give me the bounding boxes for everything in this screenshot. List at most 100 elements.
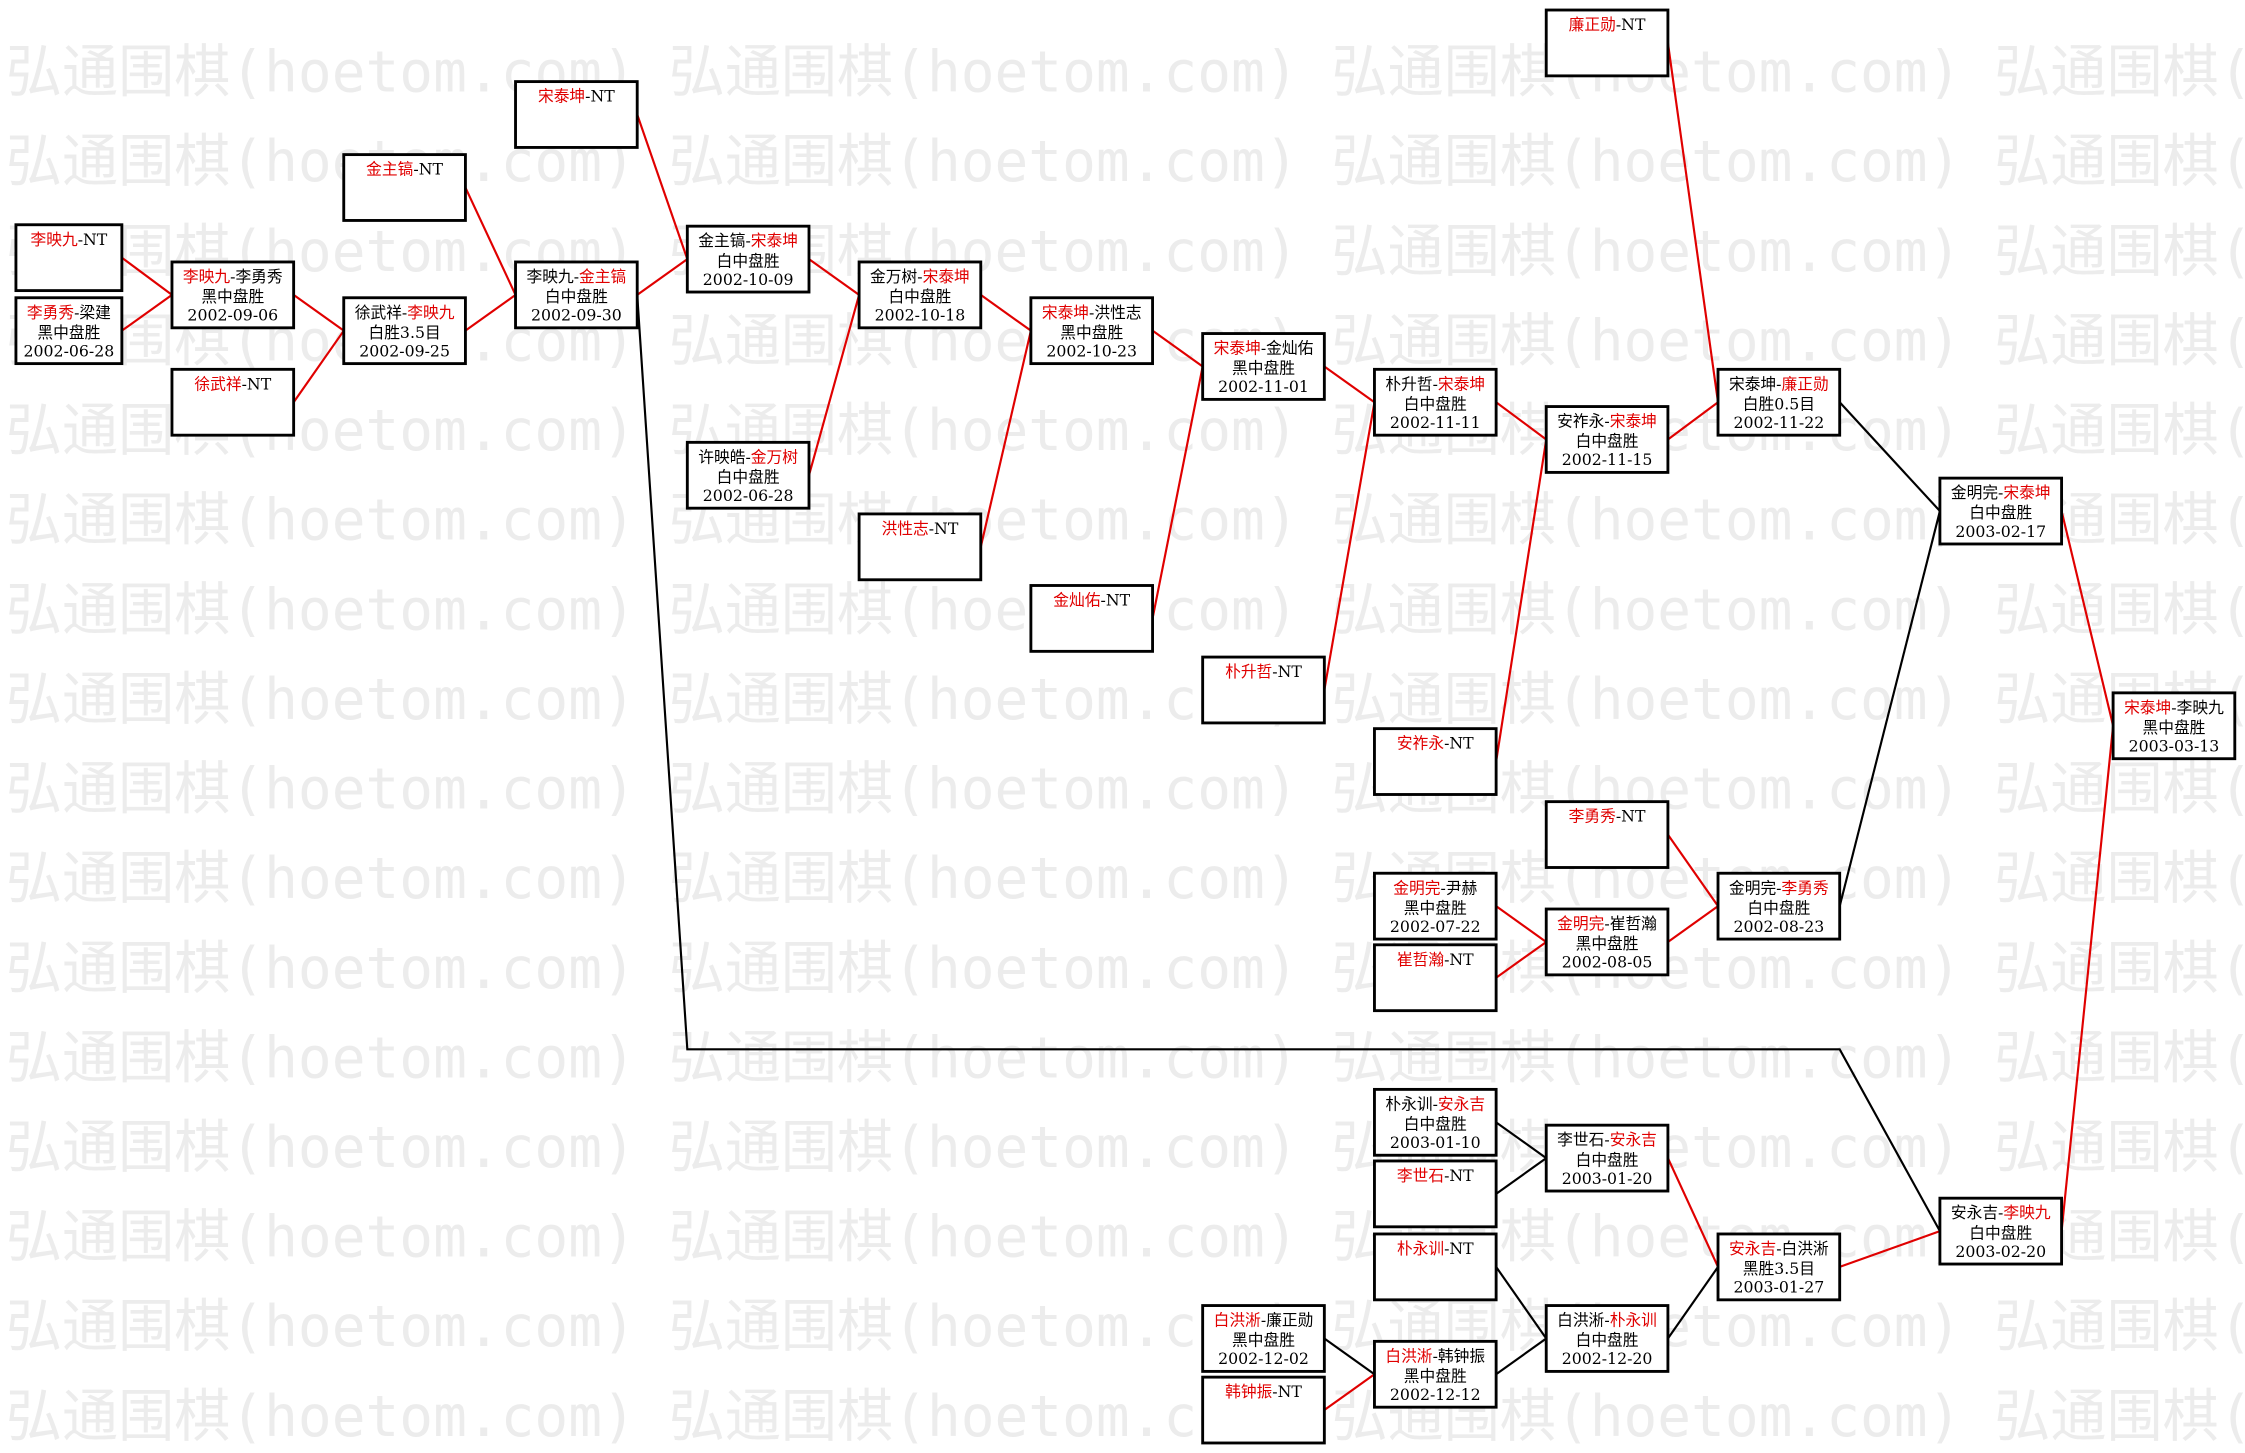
match-title: 李映九-金主镐: [526, 267, 626, 286]
match-result: 白中盘胜: [1747, 898, 1810, 917]
player-name: 李勇秀: [1782, 878, 1829, 897]
match-result: 白中盘胜: [717, 467, 780, 486]
player-name: 金灿佑: [1053, 591, 1100, 610]
connector: [1838, 510, 1941, 907]
watermark: 弘通围棋(hoetom.com): [1994, 845, 2245, 912]
match-box: [857, 260, 983, 330]
player-name: 宋泰坤: [1610, 412, 1657, 431]
match-result: 白中盘胜: [1576, 1331, 1639, 1350]
player-name: 徐武祥: [194, 374, 241, 393]
watermark: 弘通围棋(hoetom.com): [669, 666, 1299, 733]
match-box: [1029, 584, 1154, 653]
player-name: 李映九-: [526, 267, 579, 286]
player-name: -NT: [929, 519, 959, 538]
watermark: 弘通围棋(hoetom.com): [669, 1114, 1299, 1181]
match-box: [1373, 1159, 1498, 1229]
player-name: 金主镐: [579, 267, 626, 286]
match-title: 金明完-李勇秀: [1729, 878, 1829, 897]
player-name: 白洪淅: [1214, 1311, 1261, 1330]
match-box: [1201, 1375, 1326, 1445]
match-result: 白胜0.5目: [1743, 394, 1815, 413]
connector: [1151, 366, 1204, 619]
player-name: 金明完-: [1951, 483, 2004, 502]
match-title: 徐武祥-李映九: [355, 303, 455, 322]
watermark: 弘通围棋(hoetom.com): [669, 39, 1299, 106]
match-box: [685, 440, 811, 510]
match-box: [342, 153, 467, 222]
player-name: 朴永训-: [1385, 1094, 1438, 1113]
watermark: 弘通围棋(hoetom.com): [669, 128, 1299, 195]
connector: [1667, 833, 1719, 907]
player-name: 李映九: [183, 267, 230, 286]
watermark: 弘通围棋(hoetom.com): [6, 576, 636, 643]
match-result: 白中盘胜: [717, 251, 780, 270]
match-date: 2002-09-06: [187, 306, 278, 325]
match-title: 宋泰坤-廉正勋: [1729, 374, 1829, 393]
player-name: 金明完-: [1729, 878, 1782, 897]
match-result: 黑中盘胜: [37, 323, 100, 342]
connector: [464, 187, 517, 296]
player-name: 宋泰坤: [923, 267, 970, 286]
match-date: 2002-08-05: [1562, 953, 1653, 972]
match-title: 金明完-尹赫: [1393, 878, 1477, 897]
match-date: 2002-12-02: [1218, 1349, 1309, 1368]
match-result: 白中盘胜: [1576, 432, 1639, 451]
match-title: 白洪淅-韩钟振: [1385, 1346, 1485, 1365]
match-box: [1544, 8, 1670, 78]
connector: [2060, 725, 2115, 1232]
match-box: [1201, 655, 1326, 725]
connector: [1323, 402, 1376, 691]
match-date: 2003-03-13: [2129, 737, 2220, 756]
match-box: [514, 80, 639, 149]
match-box: [1373, 1232, 1498, 1302]
player-name: 洪性志: [882, 519, 929, 538]
match-box: [1373, 727, 1498, 796]
match-result: 白中盘胜: [1404, 394, 1467, 413]
player-name: -NT: [413, 160, 443, 179]
player-name: -NT: [1272, 1382, 1302, 1401]
connector: [1495, 439, 1548, 762]
match-date: 2002-06-28: [24, 341, 115, 360]
player-name: 宋泰坤: [1438, 374, 1485, 393]
match-node: 韩钟振-NT: [1201, 1375, 1326, 1445]
match-box: [1716, 1232, 1842, 1302]
player-name: -NT: [78, 230, 108, 249]
watermark: 弘通围棋(hoetom.com): [669, 576, 1299, 643]
match-title: 朴永训-NT: [1397, 1239, 1474, 1258]
connector: [980, 294, 1032, 332]
match-title: 廉正勋-NT: [1569, 15, 1646, 34]
watermark: 弘通围棋(hoetom.com): [669, 935, 1299, 1002]
match-node: 徐武祥-NT: [170, 367, 296, 437]
player-name: 许映皓-: [698, 447, 751, 466]
watermark: 弘通围棋(hoetom.com): [1994, 1024, 2245, 1091]
edges: [121, 42, 2115, 1411]
match-title: 白洪淅-朴永训: [1557, 1311, 1657, 1330]
connector: [464, 294, 517, 332]
player-name: 宋泰坤: [2124, 698, 2171, 717]
watermark: 弘通围棋(hoetom.com): [1994, 307, 2245, 374]
match-box: [1938, 476, 2064, 546]
match-result: 白中盘胜: [1576, 1150, 1639, 1169]
connector: [979, 330, 1032, 548]
connector: [636, 258, 688, 296]
player-name: 宋泰坤-: [1729, 374, 1782, 393]
match-title: 安祚永-宋泰坤: [1557, 412, 1657, 431]
player-name: 金明完: [1393, 878, 1440, 897]
watermark: 弘通围棋(hoetom.com): [669, 845, 1299, 912]
connector: [121, 256, 173, 296]
match-node: 朴永训-NT: [1373, 1232, 1498, 1302]
player-name: 金万树: [751, 447, 798, 466]
watermark: 弘通围棋(hoetom.com): [1994, 218, 2245, 285]
match-box: [14, 296, 124, 366]
match-box: [1029, 296, 1154, 366]
connector: [1666, 1157, 1719, 1268]
watermark: 弘通围棋(hoetom.com): [6, 666, 636, 733]
match-date: 2002-11-15: [1562, 450, 1653, 469]
